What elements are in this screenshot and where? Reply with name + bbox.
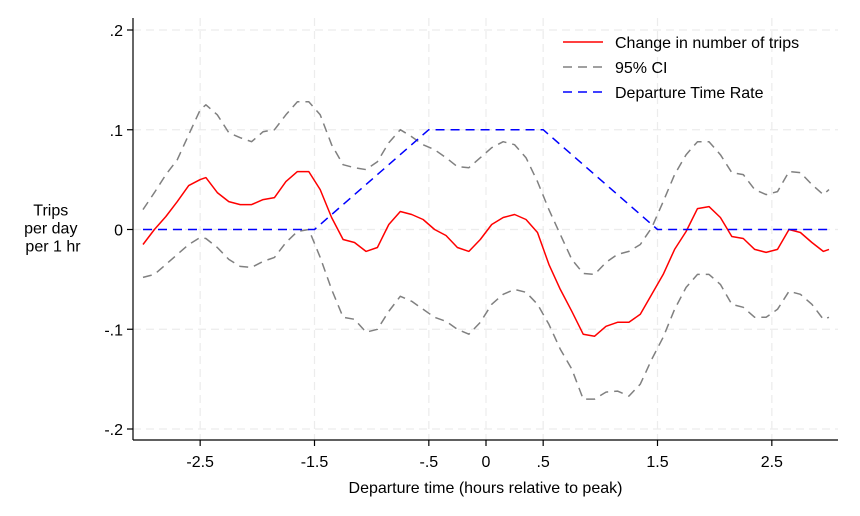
x-tick-label: .5 xyxy=(536,454,549,471)
series-line-2 xyxy=(142,101,830,276)
x-axis-ticks: -2.5 -1.5 -.5 0 .5 1.5 2.5 xyxy=(186,440,783,471)
y-tick-label: 0 xyxy=(114,223,123,240)
x-tick-label: -1.5 xyxy=(301,454,329,471)
series-line-1 xyxy=(142,170,830,337)
x-tick-label: 2.5 xyxy=(761,454,783,471)
y-axis-ticks: .2 .1 0 -.1 -.2 xyxy=(104,23,133,439)
x-tick-label: 0 xyxy=(482,454,491,471)
x-tick-label: -2.5 xyxy=(186,454,214,471)
y-tick-label: .2 xyxy=(110,23,123,40)
series-line-4 xyxy=(143,128,829,231)
legend-label: Change in number of trips xyxy=(615,35,799,52)
y-axis-title-line-2: per day xyxy=(24,221,77,238)
y-axis-title-line-3: per 1 hr xyxy=(25,239,81,256)
y-axis-title-line-1: Trips xyxy=(33,203,68,220)
y-tick-label: .1 xyxy=(110,123,123,140)
legend: Change in number of trips 95% CI Departure… xyxy=(563,35,799,102)
legend-label: Departure Time Rate xyxy=(615,85,764,102)
x-tick-label: 1.5 xyxy=(646,454,668,471)
series-line-3 xyxy=(142,228,830,400)
x-axis-title: Departure time (hours relative to peak) xyxy=(349,480,623,497)
series-layer xyxy=(142,101,830,400)
y-tick-label: -.2 xyxy=(104,422,123,439)
legend-label: 95% CI xyxy=(615,60,667,77)
x-tick-label: -.5 xyxy=(419,454,438,471)
y-axis-title: Trips per day per 1 hr xyxy=(24,203,82,256)
y-tick-label: -.1 xyxy=(104,322,123,339)
